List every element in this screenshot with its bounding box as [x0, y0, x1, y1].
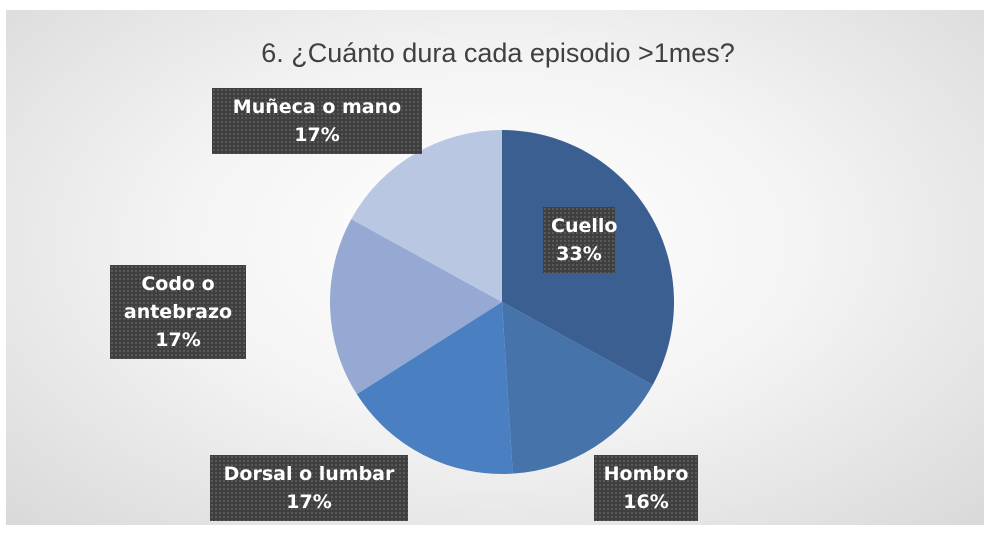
data-label-value: 17%	[155, 329, 201, 351]
data-label-category: Codo o antebrazo	[123, 273, 233, 323]
pie-slice	[329, 219, 502, 395]
data-label: Cuello 33%	[543, 207, 618, 273]
chart-title: 6. ¿Cuánto dura cada episodio >1mes?	[261, 38, 735, 68]
data-label: Codo o antebrazo 17%	[110, 265, 246, 359]
data-label: Muñeca o mano 17%	[212, 88, 422, 154]
data-label-value: 16%	[623, 491, 669, 513]
data-label-value: 17%	[294, 124, 340, 146]
data-label-value: 33%	[556, 243, 602, 265]
data-label-category: Cuello	[551, 215, 618, 237]
pie-slice	[502, 302, 653, 474]
data-label: Dorsal o lumbar 17%	[210, 455, 408, 521]
pie-slice	[351, 130, 502, 302]
data-label-value: 17%	[286, 491, 332, 513]
data-label-category: Dorsal o lumbar	[223, 463, 395, 485]
data-label-category: Muñeca o mano	[232, 96, 402, 118]
data-label: Hombro 16%	[594, 455, 698, 521]
data-label-category: Hombro	[603, 463, 689, 485]
pie-slice	[356, 302, 513, 474]
